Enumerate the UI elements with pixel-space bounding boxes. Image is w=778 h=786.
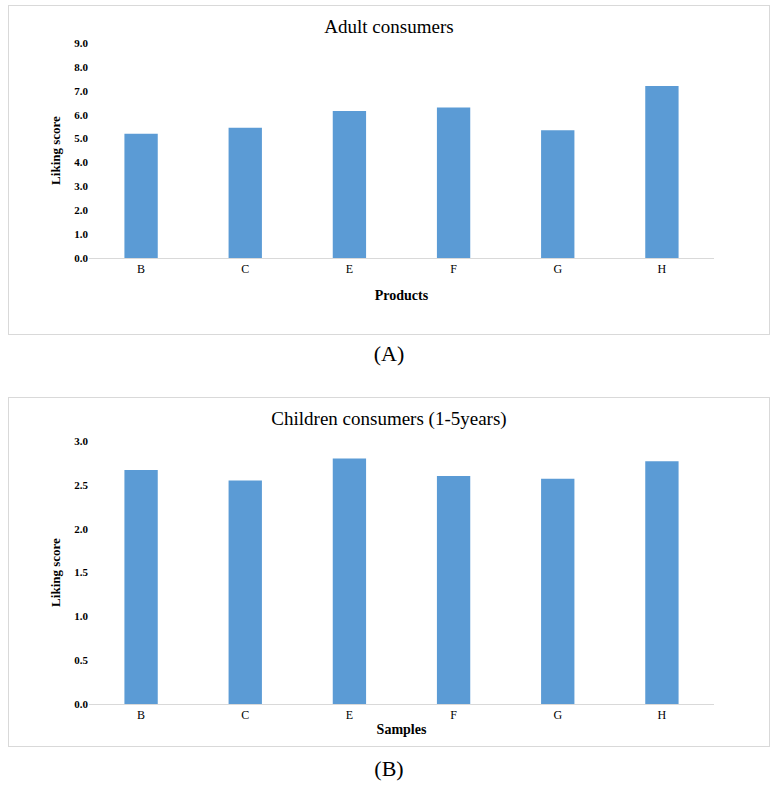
svg-text:Samples: Samples (377, 722, 427, 737)
svg-text:G: G (553, 708, 562, 722)
svg-text:F: F (450, 708, 457, 722)
svg-text:G: G (553, 262, 562, 276)
svg-text:7.0: 7.0 (74, 85, 88, 97)
svg-text:1.5: 1.5 (74, 566, 88, 578)
svg-text:F: F (450, 262, 457, 276)
svg-text:2.0: 2.0 (74, 204, 88, 216)
svg-text:1.0: 1.0 (74, 228, 88, 240)
svg-text:Liking score: Liking score (48, 116, 63, 185)
svg-text:2.5: 2.5 (74, 479, 88, 491)
svg-text:5.0: 5.0 (74, 132, 88, 144)
svg-text:C: C (241, 708, 249, 722)
svg-text:C: C (241, 262, 249, 276)
svg-text:9.0: 9.0 (74, 37, 88, 49)
svg-text:Liking score: Liking score (48, 538, 63, 607)
svg-text:B: B (137, 262, 145, 276)
svg-text:Products: Products (375, 288, 429, 303)
svg-text:3.0: 3.0 (74, 435, 88, 447)
svg-text:4.0: 4.0 (74, 156, 88, 168)
svg-text:0.0: 0.0 (74, 698, 88, 710)
svg-text:H: H (658, 708, 667, 722)
svg-text:E: E (346, 262, 353, 276)
svg-text:B: B (137, 708, 145, 722)
html-text:(A): (A) (373, 341, 405, 366)
svg-text:8.0: 8.0 (74, 61, 88, 73)
svg-text:6.0: 6.0 (74, 109, 88, 121)
svg-text:2.0: 2.0 (74, 523, 88, 535)
svg-text:Children consumers (1-5years): Children consumers (1-5years) (271, 408, 506, 430)
svg-text:H: H (658, 262, 667, 276)
svg-text:1.0: 1.0 (74, 610, 88, 622)
html-text:(B): (B) (374, 756, 404, 781)
svg-text:E: E (346, 708, 353, 722)
svg-text:3.0: 3.0 (74, 180, 88, 192)
svg-text:0.0: 0.0 (74, 252, 88, 264)
svg-text:0.5: 0.5 (74, 654, 88, 666)
svg-text:Adult consumers: Adult consumers (324, 16, 453, 37)
